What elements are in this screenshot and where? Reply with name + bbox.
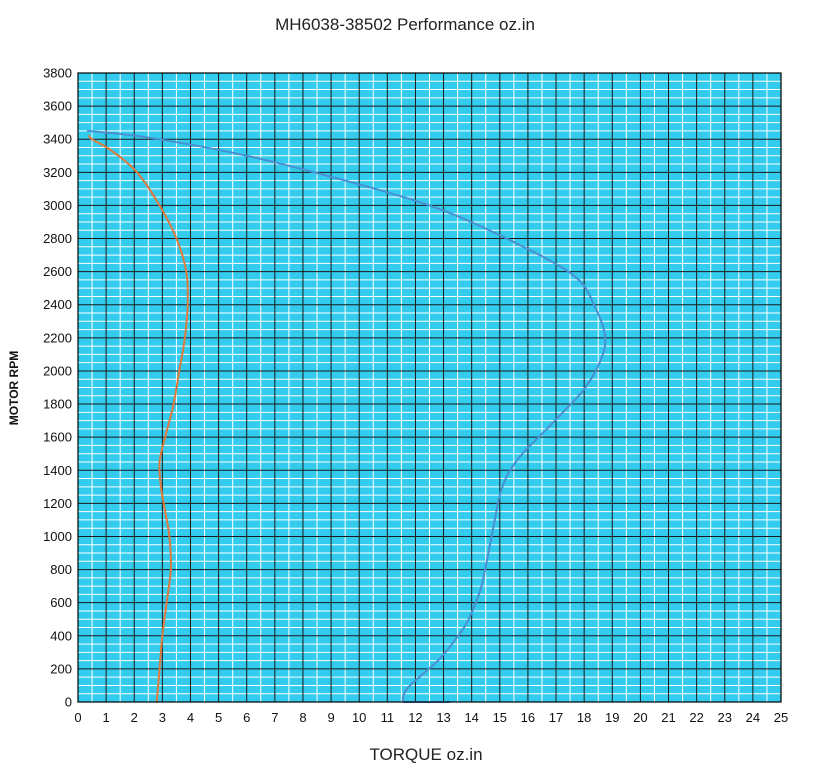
minor-grid	[78, 73, 781, 702]
x-tick-label: 16	[521, 710, 535, 725]
y-tick-label: 3000	[43, 198, 72, 213]
x-tick-label: 1	[103, 710, 110, 725]
x-tick-label: 25	[774, 710, 788, 725]
y-tick-label: 200	[50, 661, 72, 676]
chart-title: MH6038-38502 Performance oz.in	[275, 15, 535, 34]
y-tick-label: 2600	[43, 264, 72, 279]
x-tick-label: 20	[633, 710, 647, 725]
y-tick-label: 1800	[43, 397, 72, 412]
x-tick-label: 19	[605, 710, 619, 725]
y-tick-label: 2200	[43, 330, 72, 345]
y-tick-label: 3800	[43, 66, 72, 81]
plot-border	[77, 72, 782, 703]
x-tick-label: 21	[661, 710, 675, 725]
series-line-orange-curve	[88, 134, 189, 703]
y-tick-label: 3600	[43, 99, 72, 114]
x-tick-label: 14	[464, 710, 478, 725]
x-tick-label: 3	[159, 710, 166, 725]
x-tick-label: 2	[131, 710, 138, 725]
x-tick-label: 13	[436, 710, 450, 725]
series-line-blue-curve	[86, 129, 607, 703]
x-tick-label: 4	[187, 710, 194, 725]
x-tick-label: 24	[746, 710, 760, 725]
x-tick-label: 22	[689, 710, 703, 725]
x-tick-label: 11	[381, 710, 395, 725]
x-tick-label: 10	[352, 710, 366, 725]
y-axis-label: MOTOR RPM	[7, 351, 21, 425]
x-tick-label: 15	[493, 710, 507, 725]
x-tick-label: 9	[327, 710, 334, 725]
x-axis-label: TORQUE oz.in	[369, 745, 482, 764]
x-tick-label: 23	[718, 710, 732, 725]
x-tick-label: 6	[243, 710, 250, 725]
x-tick-label: 7	[271, 710, 278, 725]
x-tick-label: 18	[577, 710, 591, 725]
y-tick-label: 3200	[43, 165, 72, 180]
x-tick-label: 8	[299, 710, 306, 725]
x-tick-label: 5	[215, 710, 222, 725]
y-tick-label: 0	[65, 695, 72, 710]
y-tick-label: 2400	[43, 297, 72, 312]
y-tick-label: 600	[50, 595, 72, 610]
y-tick-label: 1600	[43, 430, 72, 445]
x-tick-label: 12	[408, 710, 422, 725]
y-tick-label: 2000	[43, 363, 72, 378]
y-tick-label: 1400	[43, 463, 72, 478]
y-tick-labels: 0 200 400 600 800 1000 1200 1400 1600 1800 2000 220…	[43, 66, 72, 710]
x-tick-label: 17	[549, 710, 563, 725]
y-tick-label: 3400	[43, 132, 72, 147]
x-tick-label: 0	[74, 710, 81, 725]
y-tick-label: 400	[50, 628, 72, 643]
y-tick-label: 1000	[43, 529, 72, 544]
x-tick-labels: 0 1 2 3 4 5 6 7 8 9 10 11 12 13 14 15 16 17 18 19 20 21 22 23 24…	[74, 710, 788, 725]
y-tick-label: 2800	[43, 231, 72, 246]
y-tick-label: 1200	[43, 496, 72, 511]
y-tick-label: 800	[50, 562, 72, 577]
